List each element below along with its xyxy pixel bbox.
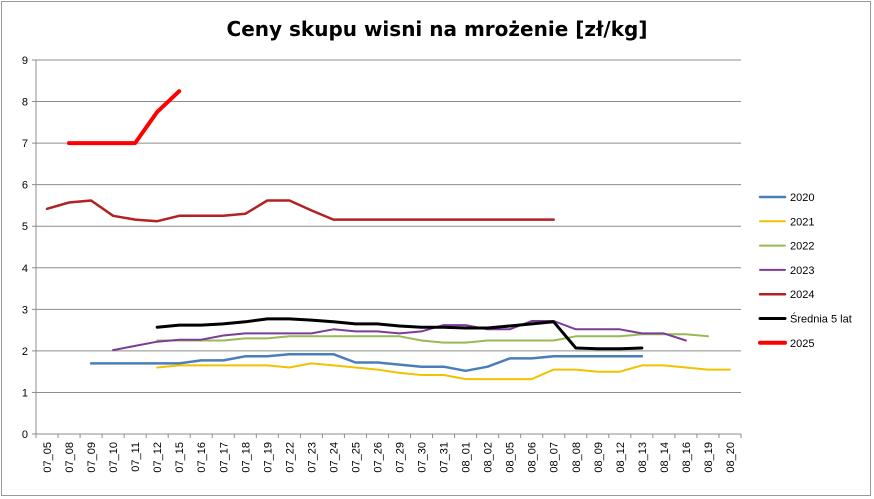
y-tick-label: 0	[22, 429, 28, 441]
y-tick-label: 2	[22, 346, 28, 358]
series-lines	[45, 89, 731, 381]
x-tick-label: 07_19	[262, 442, 274, 473]
series-line-6	[155, 317, 644, 351]
x-tick-label: 07_08	[64, 442, 76, 473]
x-tick-label: 07_11	[130, 442, 142, 472]
y-tick-label: 4	[22, 263, 28, 275]
x-tick-label: 08_13	[637, 442, 649, 473]
legend-label: 2023	[790, 265, 814, 277]
x-tick-label: 07_09	[86, 442, 98, 473]
x-tick-label: 07_12	[152, 442, 164, 473]
x-tick-label: 08_08	[571, 442, 583, 473]
legend-label: 2024	[790, 289, 814, 301]
x-tick-label: 07_26	[372, 442, 384, 473]
x-tick-label: 08_20	[725, 442, 737, 473]
series-line-3	[156, 333, 709, 344]
legend-label: 2025	[790, 338, 814, 350]
x-tick-label: 08_14	[659, 442, 671, 473]
x-tick-label: 07_18	[240, 442, 252, 473]
legend-label: 2021	[790, 216, 814, 228]
y-tick-label: 8	[22, 97, 28, 109]
x-tick-label: 08_09	[593, 442, 605, 473]
legend: 2020 2021 2022 2023 2024 Średnia 5 lat 2025	[758, 192, 852, 350]
y-tick-label: 1	[22, 387, 28, 399]
series-line-1	[89, 352, 644, 373]
x-tick-label: 07_15	[174, 442, 186, 473]
x-tick-label: 08_16	[681, 442, 693, 473]
legend-label: 2022	[790, 241, 814, 253]
series-line-5	[45, 199, 555, 223]
y-axis: 0 1 2 3 4 5 6 7 8 9	[22, 55, 37, 441]
series-line-7	[67, 89, 182, 146]
y-tick-label: 5	[22, 221, 28, 233]
x-tick-label: 07_05	[42, 442, 54, 473]
x-tick-label: 08_07	[549, 442, 561, 473]
series-line-4	[112, 320, 687, 352]
gridlines	[36, 59, 741, 393]
y-tick-label: 6	[22, 180, 28, 192]
legend-label: 2020	[790, 192, 814, 204]
x-tick-label: 07_17	[218, 442, 230, 473]
x-tick-label: 08_12	[615, 442, 627, 473]
y-tick-label: 7	[22, 138, 28, 150]
x-tick-label: 08_19	[703, 442, 715, 473]
legend-label: Średnia 5 lat	[790, 313, 852, 326]
x-tick-label: 08_06	[527, 442, 539, 473]
series-line-2	[156, 362, 731, 381]
x-tick-label: 07_23	[306, 442, 318, 473]
x-tick-label: 07_22	[284, 442, 296, 473]
x-axis: 07_05 07_08 07_09 07_10 07_11 07_12 07_15 07_16…	[35, 433, 742, 473]
x-tick-label: 08_02	[483, 442, 495, 473]
x-tick-label: 07_31	[439, 442, 451, 473]
y-tick-label: 3	[22, 304, 28, 316]
x-tick-label: 07_25	[350, 442, 362, 473]
x-tick-label: 07_30	[417, 442, 429, 473]
x-tick-label: 08_01	[461, 442, 473, 473]
x-tick-label: 07_29	[395, 442, 407, 473]
x-tick-label: 07_16	[196, 442, 208, 473]
y-tick-label: 9	[22, 55, 28, 67]
x-tick-label: 07_10	[108, 442, 120, 473]
x-tick-label: 07_24	[328, 442, 340, 473]
x-tick-label: 08_05	[505, 442, 517, 473]
chart-title: Ceny skupu wisni na mrożenie [zł/kg]	[227, 17, 648, 41]
